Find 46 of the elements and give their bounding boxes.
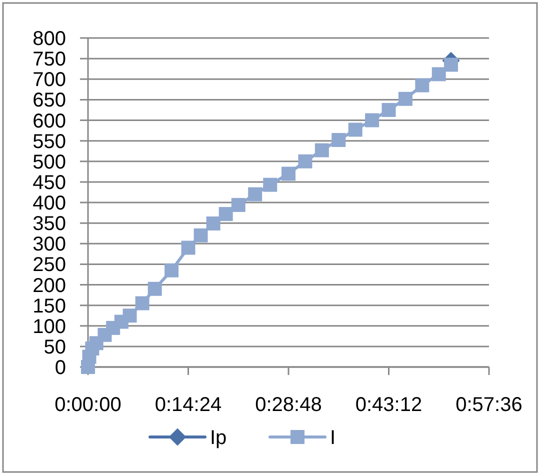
y-tick-label: 0	[54, 357, 66, 379]
legend-label: I	[330, 427, 336, 449]
x-tick-label: 0:43:12	[355, 394, 422, 416]
legend-label: Ip	[210, 427, 227, 449]
y-tick-label: 150	[32, 295, 66, 318]
y-tick-label: 800	[32, 28, 66, 50]
y-tick-label: 250	[32, 254, 66, 276]
point	[248, 187, 262, 202]
y-tick-label: 650	[32, 90, 66, 112]
y-tick-label: 200	[32, 274, 66, 297]
point	[314, 143, 329, 158]
point	[415, 78, 430, 92]
point	[206, 216, 220, 230]
y-tick-label: 550	[32, 130, 66, 153]
y-tick-label: 350	[32, 213, 66, 236]
y-tick-label: 400	[32, 192, 66, 214]
y-tick-label: 750	[32, 48, 66, 71]
point	[181, 240, 196, 255]
x-tick-label: 0:14:24	[154, 394, 222, 416]
x-tick-label: 0:28:48	[255, 394, 322, 416]
point	[135, 296, 150, 310]
y-tick-label: 100	[32, 316, 66, 338]
point	[398, 92, 412, 106]
point	[148, 282, 162, 296]
x-tick-label: 0:00:00	[54, 394, 122, 416]
y-tick-label: 300	[32, 234, 66, 256]
point	[231, 198, 246, 212]
y-tick-label: 450	[32, 172, 66, 194]
point	[218, 207, 233, 222]
point	[444, 58, 458, 72]
point	[332, 132, 346, 147]
point	[122, 308, 137, 323]
point	[194, 228, 208, 242]
y-tick-label: 600	[32, 110, 66, 132]
y-tick-label: 500	[32, 151, 66, 174]
point	[365, 113, 380, 128]
x-tick-label: 0:57:36	[456, 394, 522, 416]
y-tick-label: 700	[32, 69, 66, 92]
point	[282, 166, 296, 181]
point	[382, 102, 396, 117]
point	[298, 154, 312, 168]
y-tick-label: 50	[44, 336, 66, 358]
point	[432, 67, 446, 82]
point	[164, 263, 179, 278]
point	[263, 178, 278, 192]
point	[348, 122, 362, 137]
